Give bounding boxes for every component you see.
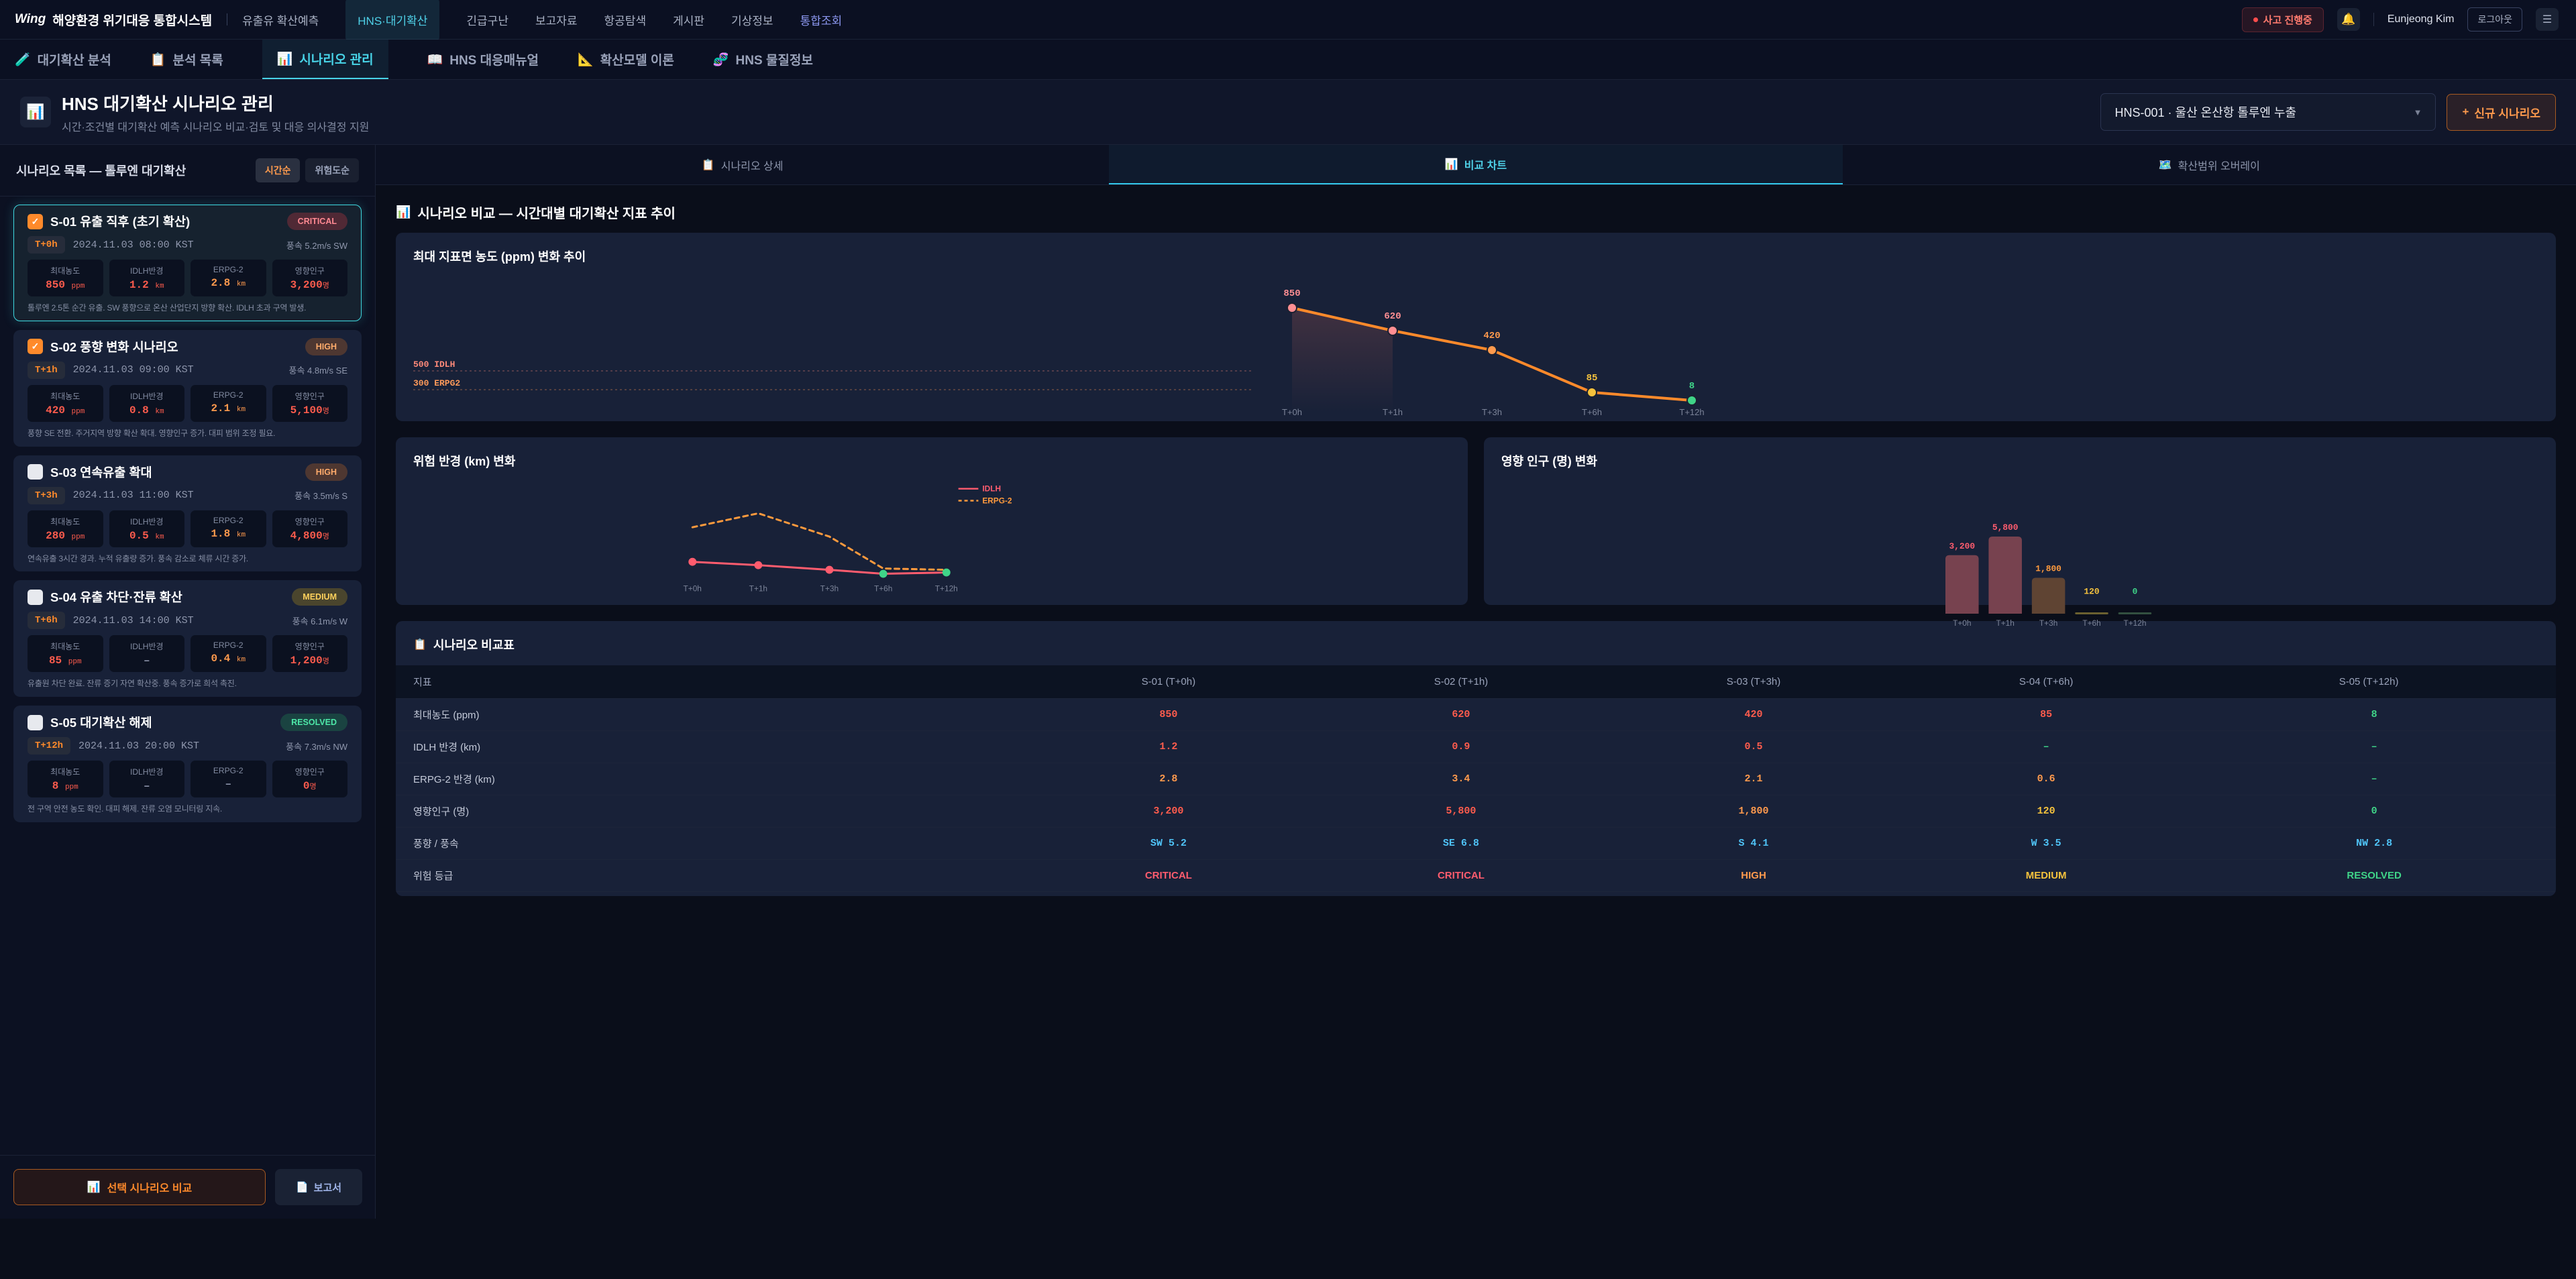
svg-text:T+6h: T+6h	[2082, 618, 2100, 628]
svg-text:T+1h: T+1h	[1996, 618, 2014, 628]
svg-text:T+12h: T+12h	[1679, 407, 1704, 417]
svg-text:500 IDLH: 500 IDLH	[413, 359, 455, 370]
svg-text:850: 850	[1283, 288, 1300, 299]
svg-text:T+0h: T+0h	[1953, 618, 1971, 628]
svg-text:T+0h: T+0h	[684, 583, 702, 593]
svg-text:85: 85	[1587, 373, 1598, 384]
svg-text:T+3h: T+3h	[820, 583, 839, 593]
svg-text:300 ERPG2: 300 ERPG2	[413, 378, 460, 388]
svg-text:T+3h: T+3h	[2039, 618, 2057, 628]
svg-text:T+1h: T+1h	[749, 583, 767, 593]
svg-text:620: 620	[1384, 311, 1401, 322]
svg-text:IDLH: IDLH	[982, 484, 1001, 494]
svg-text:ERPG-2: ERPG-2	[982, 496, 1012, 505]
svg-text:5,800: 5,800	[1992, 522, 2019, 533]
svg-text:120: 120	[2084, 586, 2099, 596]
svg-text:3,200: 3,200	[1949, 541, 1975, 551]
svg-text:T+6h: T+6h	[874, 583, 892, 593]
svg-text:420: 420	[1483, 331, 1500, 341]
svg-text:T+12h: T+12h	[935, 583, 958, 593]
svg-text:8: 8	[1689, 381, 1695, 392]
svg-text:0: 0	[2133, 586, 2138, 596]
svg-text:T+6h: T+6h	[1582, 407, 1602, 417]
svg-text:T+12h: T+12h	[2123, 618, 2146, 628]
svg-text:1,800: 1,800	[2035, 564, 2061, 574]
svg-text:T+3h: T+3h	[1482, 407, 1502, 417]
svg-text:T+1h: T+1h	[1383, 407, 1403, 417]
svg-text:T+0h: T+0h	[1282, 407, 1302, 417]
